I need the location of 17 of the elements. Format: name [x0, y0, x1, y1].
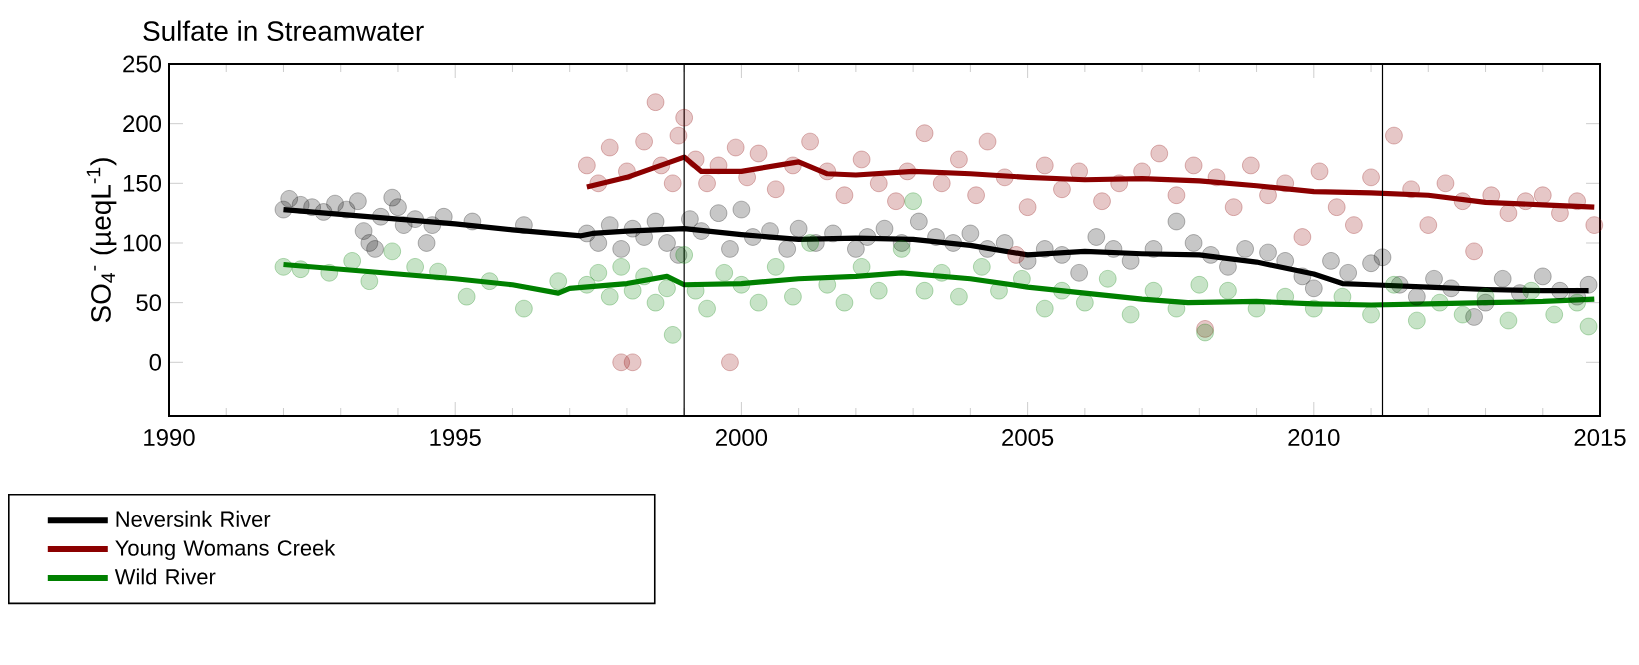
y-tick-label: 150	[123, 174, 162, 192]
x-tick-label: 1995	[430, 429, 481, 446]
x-tick-label: 2015	[1574, 429, 1626, 446]
y-tick-label: 100	[123, 234, 162, 252]
y-tick-label: 0	[149, 353, 162, 371]
x-tick-label: 1990	[144, 429, 195, 446]
x-tick-label: 2000	[716, 429, 768, 446]
legend-label: Young Womans Creek	[115, 539, 336, 561]
x-tick-label: 2010	[1288, 429, 1340, 446]
legend-label: Neversink River	[116, 510, 271, 527]
chart-title: Sulfate in Streamwater	[143, 20, 424, 42]
y-tick-label: 200	[123, 115, 162, 133]
x-tick-label: 2005	[1002, 429, 1054, 446]
y-tick-label: 250	[123, 55, 162, 73]
legend-label: Wild River	[114, 568, 216, 585]
y-axis-title: SO$_{4}$$^{-}$ (µeqL$^{-1}$)	[86, 158, 117, 323]
y-tick-label: 50	[136, 294, 162, 312]
